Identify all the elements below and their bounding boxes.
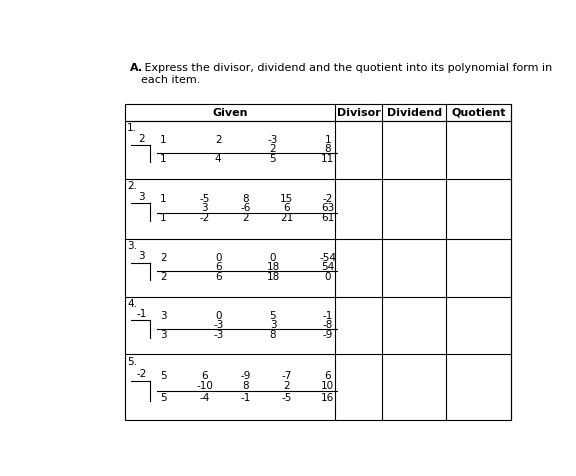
Text: 3: 3 [138, 251, 145, 261]
Text: 3: 3 [160, 311, 167, 321]
Text: 4.: 4. [127, 299, 137, 309]
Text: 3: 3 [270, 320, 276, 330]
Text: 5: 5 [160, 371, 167, 381]
Text: 16: 16 [321, 393, 335, 403]
Text: -7: -7 [282, 371, 292, 381]
Text: Quotient: Quotient [451, 108, 506, 118]
Text: -1: -1 [137, 309, 147, 319]
Text: 2: 2 [160, 272, 167, 282]
Text: 8: 8 [324, 144, 331, 154]
Text: 1: 1 [160, 154, 167, 164]
Text: 6: 6 [283, 203, 290, 213]
Text: -6: -6 [240, 203, 251, 213]
Text: Given: Given [213, 108, 248, 118]
Text: -2: -2 [137, 369, 147, 379]
Text: 2: 2 [160, 253, 167, 263]
Text: 8: 8 [270, 330, 276, 340]
Text: Dividend: Dividend [386, 108, 442, 118]
Text: 18: 18 [266, 262, 279, 272]
Text: -1: -1 [323, 311, 333, 321]
Text: -8: -8 [323, 320, 333, 330]
Text: 0: 0 [215, 253, 221, 263]
Text: 8: 8 [242, 381, 249, 391]
Text: 18: 18 [266, 272, 279, 282]
Text: 2: 2 [242, 213, 249, 223]
Text: Express the divisor, dividend and the quotient into its polynomial form in
each : Express the divisor, dividend and the qu… [141, 63, 552, 85]
Text: 2: 2 [138, 134, 145, 144]
Text: 0: 0 [215, 311, 221, 321]
Text: 5.: 5. [127, 357, 137, 367]
Text: 6: 6 [215, 272, 222, 282]
Text: 0: 0 [270, 253, 276, 263]
Text: -3: -3 [213, 320, 223, 330]
Text: 1.: 1. [127, 123, 137, 133]
Text: -5: -5 [199, 194, 210, 204]
Text: -9: -9 [323, 330, 333, 340]
Text: 11: 11 [321, 154, 335, 164]
Text: 0: 0 [324, 272, 331, 282]
Text: Divisor: Divisor [337, 108, 381, 118]
Text: 3.: 3. [127, 241, 137, 251]
Text: 5: 5 [270, 311, 276, 321]
Text: 61: 61 [321, 213, 335, 223]
Text: -9: -9 [240, 371, 251, 381]
Text: 6: 6 [324, 371, 331, 381]
Text: -5: -5 [282, 393, 292, 403]
Text: 54: 54 [321, 262, 335, 272]
Text: 1: 1 [324, 135, 331, 145]
Text: 5: 5 [270, 154, 276, 164]
Text: 8: 8 [242, 194, 249, 204]
Text: 3: 3 [138, 192, 145, 202]
Bar [124, 104, 511, 420]
Text: -1: -1 [240, 393, 251, 403]
Text: 5: 5 [160, 393, 167, 403]
Text: 6: 6 [215, 262, 222, 272]
Text: 2.: 2. [127, 181, 137, 191]
Text: 10: 10 [321, 381, 334, 391]
Text: 63: 63 [321, 203, 335, 213]
Text: 2: 2 [270, 144, 276, 154]
Text: -4: -4 [199, 393, 210, 403]
Text: 1: 1 [160, 213, 167, 223]
Text: 2: 2 [215, 135, 222, 145]
Text: -3: -3 [213, 330, 223, 340]
Text: 3: 3 [201, 203, 208, 213]
Text: -2: -2 [199, 213, 210, 223]
Text: -3: -3 [268, 135, 278, 145]
Text: -10: -10 [196, 381, 213, 391]
Text: 1: 1 [160, 135, 167, 145]
Text: -2: -2 [323, 194, 333, 204]
Text: 21: 21 [280, 213, 293, 223]
Text: -54: -54 [319, 253, 336, 263]
Text: 6: 6 [201, 371, 208, 381]
Text: 3: 3 [160, 330, 167, 340]
Text: 1: 1 [160, 194, 167, 204]
Text: 15: 15 [280, 194, 293, 204]
Text: 2: 2 [283, 381, 290, 391]
Text: 4: 4 [215, 154, 222, 164]
Text: A.: A. [130, 63, 143, 73]
